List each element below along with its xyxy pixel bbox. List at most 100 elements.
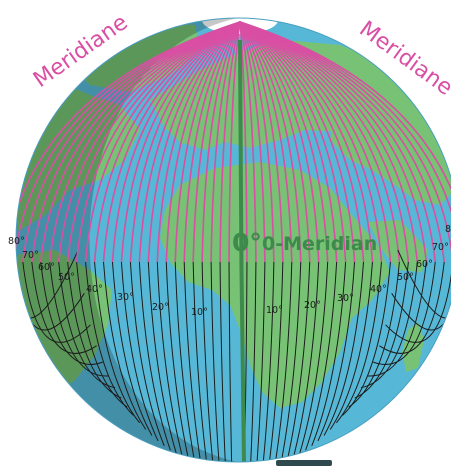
degree-label: 60° [38,262,55,273]
meridian-line-north [239,21,347,263]
meridian-line-south [255,261,266,462]
meridian-line-north [192,21,241,263]
meridian-line-south [305,261,338,451]
degree-label: 80° [8,236,25,247]
meridian-line-south [311,261,347,447]
meridian-line-south [192,261,208,462]
meridian-line-north [129,21,241,263]
meridian-line-south [360,261,418,389]
degree-label: 20° [304,300,321,311]
meridian-line-north [239,21,329,263]
meridian-line-north [39,21,241,263]
degree-label: 50° [397,272,414,283]
shadow-side [16,18,238,462]
meridian-line-south [323,261,365,436]
meridian-line-south [262,261,275,462]
meridian-line-north [239,21,451,263]
meridian-line-south [228,261,233,462]
meridian-line-north [165,21,241,263]
degree-label: 30° [117,292,134,303]
meridian-line-north [84,21,241,263]
degree-label: 70° [22,250,39,261]
meridian-line-north [93,21,241,263]
prime-meridian-zero: 0° [232,228,262,257]
meridian-line-south [329,261,373,430]
degree-label: 8 [445,224,451,235]
meridian-line-south [94,261,141,424]
meridian-line-north [183,21,241,263]
arctic-ice [202,18,278,34]
meridian-line-north [239,21,392,263]
meridian-line-north [66,21,241,263]
meridian-line-north [239,21,383,263]
degree-labels-west: 80° 70° 60° 50° 40° 30° 20° 10° [8,236,208,318]
meridian-line-south [111,261,153,436]
meridian-line-north [174,21,241,263]
meridian-line-south [183,261,202,462]
prime-meridian-name: 0-Meridian [262,233,377,255]
meridian-line-south [129,261,165,447]
meridian-line-south [367,261,427,377]
prime-meridian-line [238,39,246,462]
meridian-line-south [85,261,134,416]
meridian-line-north [239,21,338,263]
meridian-line-north [239,21,284,263]
meridian-line-south [219,261,227,462]
meridian-line-north [228,21,241,263]
meridian-line-north [57,21,241,263]
meridian-line-north [210,21,241,263]
meridian-line-north [147,21,241,263]
meridian-line-south [165,261,190,461]
meridian-line-south [274,261,293,462]
globe-outline [15,17,451,463]
meridian-line-south [16,249,79,319]
meridian-line-south [385,261,451,343]
meridian-line-south [76,261,128,408]
meridian-line-north [239,21,365,263]
meridian-line-south [249,261,257,462]
degree-label: 50° [58,272,75,283]
meridian-line-north [102,21,241,263]
meridian-line-south [22,261,91,343]
meridian-line-north [48,21,241,263]
meridian-line-north [138,21,241,263]
meridian-line-south [298,261,329,455]
meridian-line-north [111,21,241,263]
degree-label: 10° [266,305,283,316]
meridian-line-south [391,261,451,331]
meridian-line-north [22,21,241,263]
meridian-line-north [239,21,275,263]
meridian-line-north [239,21,302,263]
meridian-line-north [239,21,320,263]
meridian-line-north [239,21,356,263]
meridian-line-south [280,261,302,462]
bottom-tab [276,460,332,466]
meridian-line-north [239,21,266,263]
degree-label: 30° [337,293,354,304]
meridian-line-south [103,261,147,430]
degree-label: 60° [416,259,433,270]
meridian-line-south [210,261,221,462]
degree-label: 40° [86,284,103,295]
meridian-line-north [239,21,437,263]
meridian-line-south [354,261,409,399]
meridian-line-south [49,261,109,377]
meridian-line-north [239,21,257,263]
africa [160,162,390,408]
meridian-line-south [156,261,184,458]
meridian-line-south [147,261,178,455]
meridian-line-south [348,261,400,408]
meridian-line-north [239,21,401,263]
meridian-line-north [239,21,374,263]
meridian-line-south [201,261,214,462]
meridian-line-north [31,21,241,263]
meridian-line-south [58,261,116,389]
degree-labels-east: 10° 20° 30° 40° 50° 60° 70° 8 [266,224,451,316]
degree-label: 40° [370,284,387,295]
meridian-line-north [239,21,451,263]
meridian-line-north [239,21,428,263]
meridian-line-south [174,261,196,462]
meridian-line-south [40,261,103,365]
meridian-line-south [373,261,436,365]
degree-label: 70° [432,242,449,253]
